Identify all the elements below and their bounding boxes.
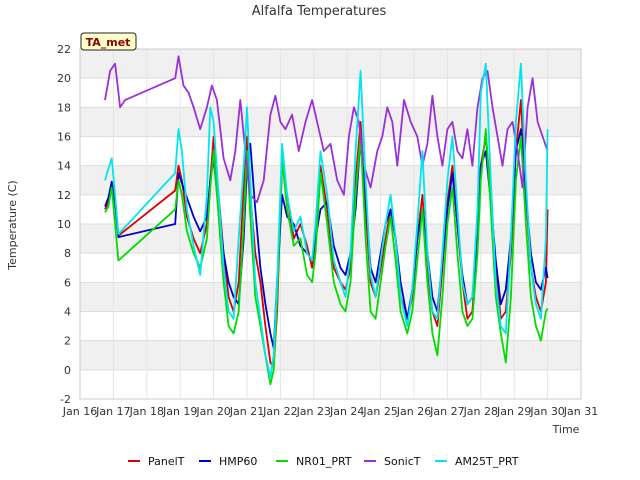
chart-title: Alfalfa Temperatures [252,4,387,19]
y-axis-ticks: -2 0 2 4 6 8 10 12 14 16 18 20 22 [57,43,71,406]
series-line-am25t-prt [104,62,549,379]
y-tick-label: 2 [64,335,71,348]
legend-label: PanelT [148,455,185,468]
x-tick-label: Jan 16 [62,405,97,418]
ta-met-badge: TA_met [80,32,137,51]
y-tick-label: 4 [64,306,71,319]
badge-label: TA_met [86,36,131,49]
legend-label: NR01_PRT [296,455,352,468]
y-tick-label: 22 [57,43,71,56]
plot-band [80,165,581,195]
plot-band [80,107,581,137]
y-tick-label: 14 [57,160,71,173]
y-tick-label: 18 [57,101,71,114]
plot-band [80,78,581,108]
legend-label: SonicT [384,455,421,468]
plot-band [80,340,581,370]
x-tick-label: Jan 17 [95,405,130,418]
x-tick-label: Jan 30 [529,405,564,418]
x-tick-label: Jan 23 [296,405,331,418]
y-tick-label: 10 [57,218,71,231]
legend: PanelT HMP60 NR01_PRT SonicT AM25T_PRT [128,455,519,468]
series-layer [104,55,549,386]
y-tick-label: 16 [57,131,71,144]
x-tick-label: Jan 28 [463,405,498,418]
legend-label: AM25T_PRT [455,455,519,468]
x-tick-label: Jan 24 [329,405,364,418]
plot-band [80,311,581,341]
y-tick-label: -2 [60,393,71,406]
y-tick-label: 20 [57,72,71,85]
x-tick-label: Jan 31 [563,405,598,418]
x-tick-label: Jan 22 [262,405,297,418]
x-tick-label: Jan 19 [162,405,197,418]
x-tick-label: Jan 20 [195,405,230,418]
x-tick-label: Jan 29 [496,405,531,418]
x-tick-label: Jan 21 [229,405,264,418]
plot-band [80,49,581,79]
x-tick-label: Jan 18 [129,405,164,418]
x-tick-label: Jan 26 [396,405,431,418]
plot-band [80,369,581,399]
y-tick-label: 0 [64,364,71,377]
legend-label: HMP60 [219,455,257,468]
y-tick-label: 8 [64,247,71,260]
x-axis-label: Time [552,423,580,436]
x-tick-label: Jan 27 [429,405,464,418]
plot-frame [79,48,582,400]
y-tick-label: 6 [64,276,71,289]
series-line-nr01-prt [104,128,549,386]
x-tick-label: Jan 25 [362,405,397,418]
y-tick-label: 12 [57,189,71,202]
y-axis-label: Temperature (C) [6,180,19,270]
